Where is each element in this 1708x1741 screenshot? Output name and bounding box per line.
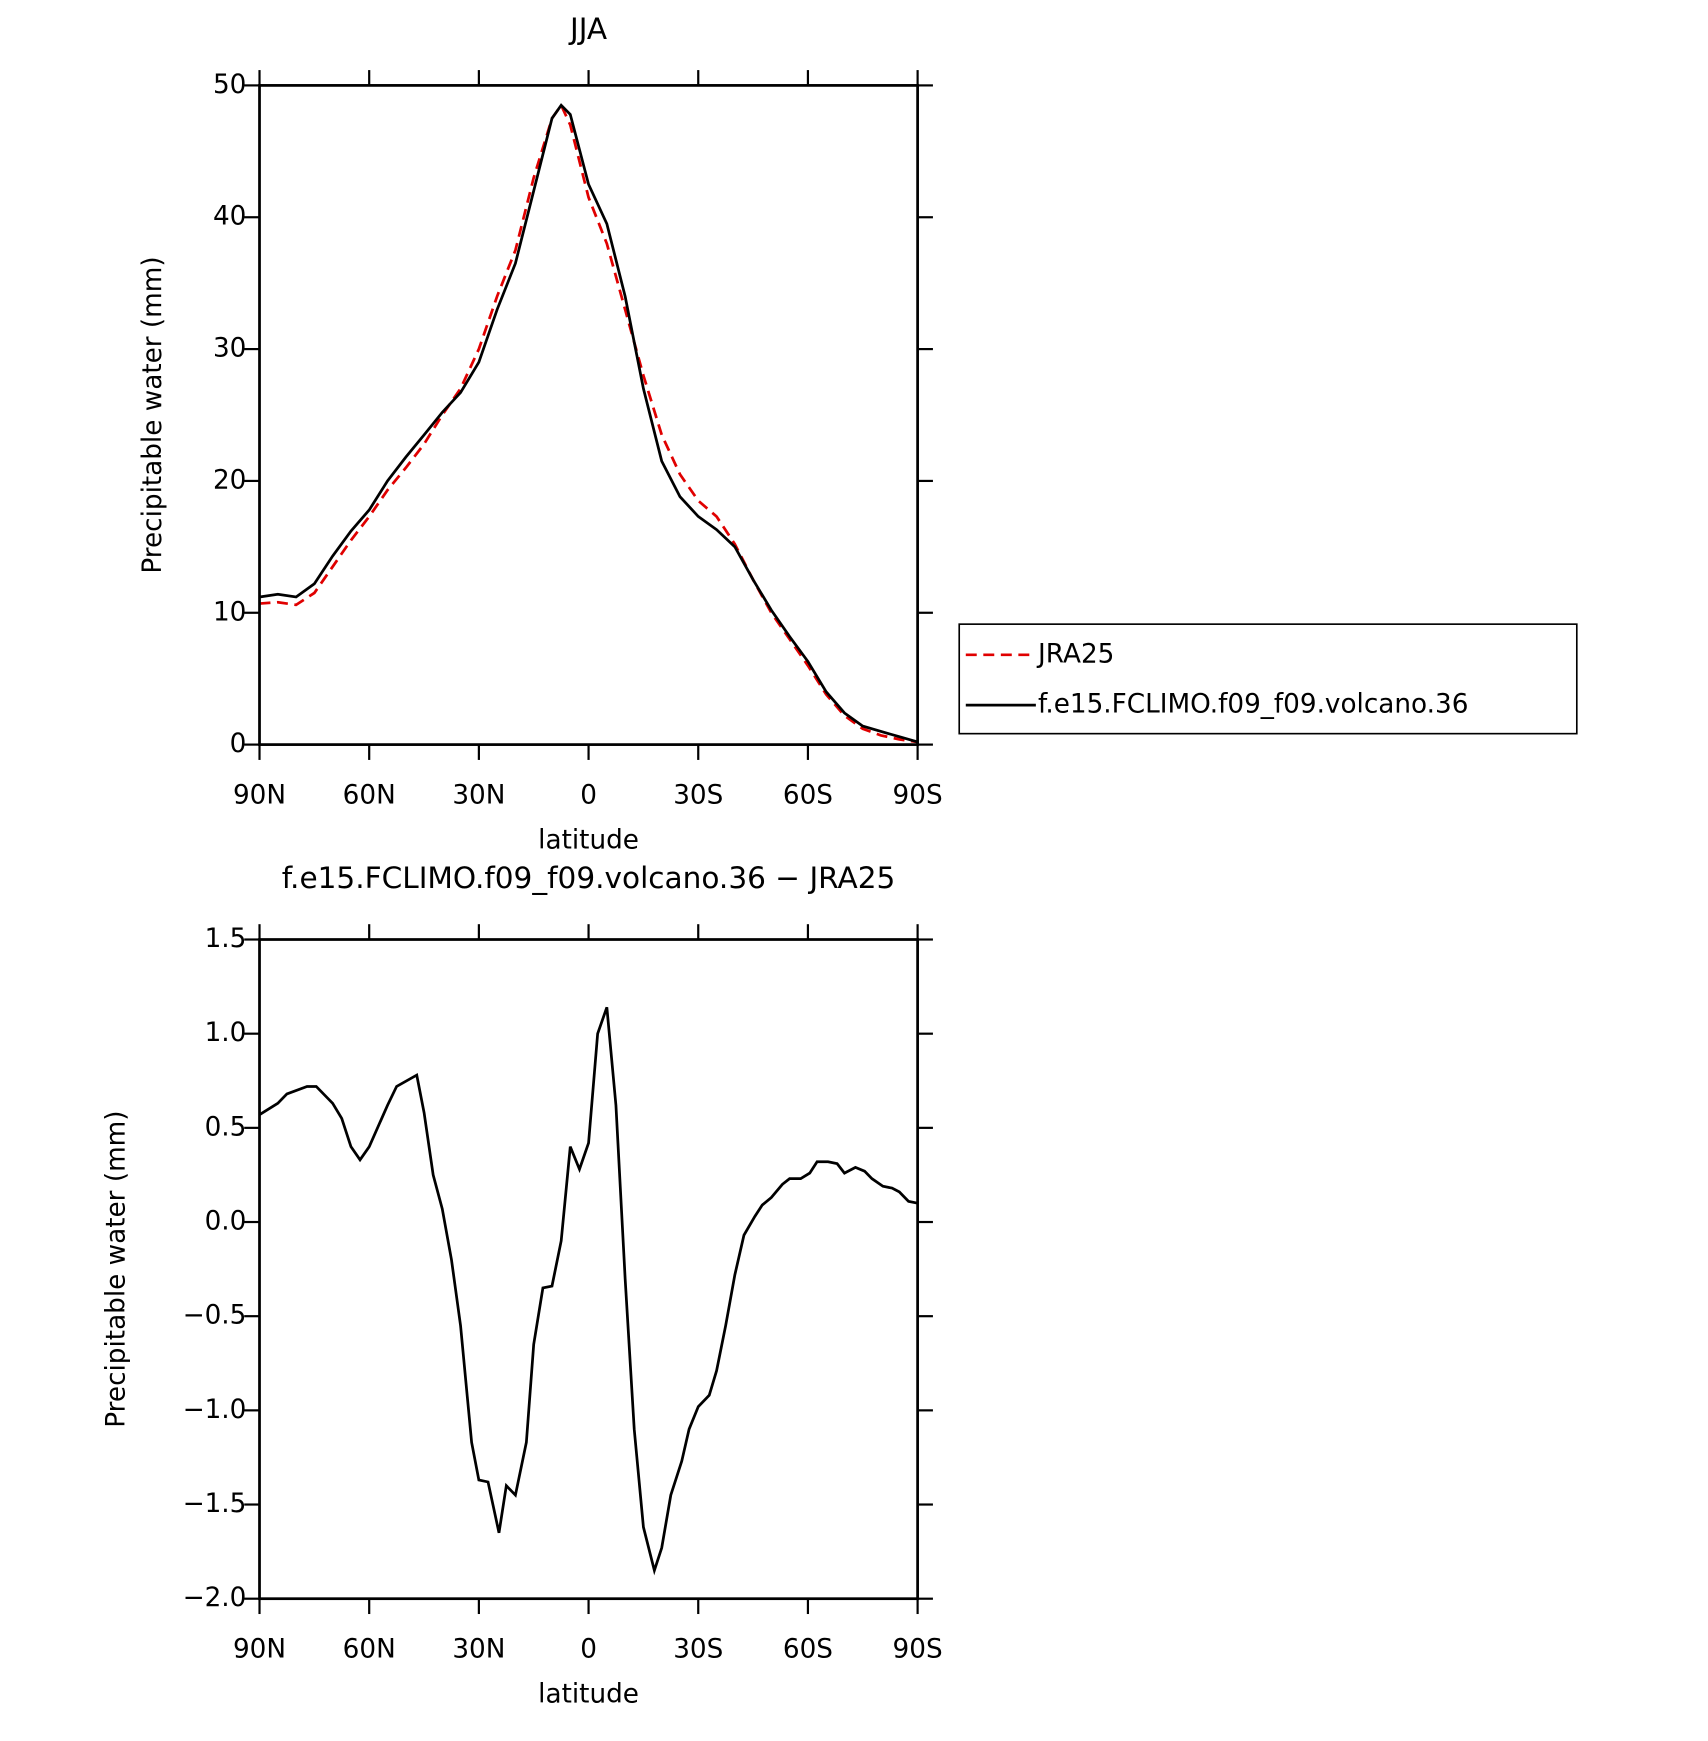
x-tick-label: 90N	[233, 781, 286, 811]
y-tick-label: 1.0	[205, 1018, 247, 1048]
y-tick-label: −2.0	[183, 1583, 247, 1613]
x-tick-label: 60N	[343, 1635, 396, 1665]
y-tick-label: 0.0	[205, 1207, 247, 1237]
chart-title: f.e15.FCLIMO.f09_f09.volcano.36 − JRA25	[282, 861, 896, 895]
legend-label: JRA25	[1036, 639, 1114, 669]
data-line	[259, 103, 918, 744]
y-tick-label: −1.0	[183, 1395, 247, 1425]
x-tick-label: 30N	[452, 1635, 505, 1665]
x-tick-label: 90N	[233, 1635, 286, 1665]
x-tick-label: 30S	[673, 1635, 723, 1665]
y-tick-label: 20	[213, 465, 246, 495]
chart-title: JJA	[568, 12, 607, 46]
y-tick-label: 50	[213, 70, 246, 100]
y-tick-label: 0.5	[205, 1112, 247, 1142]
x-axis-label: latitude	[538, 1680, 639, 1710]
x-tick-label: 30S	[673, 781, 723, 811]
y-tick-label: 30	[213, 334, 246, 364]
x-tick-label: 60N	[343, 781, 396, 811]
x-tick-label: 60S	[783, 1635, 833, 1665]
figure-group: JJA latitude Precipitable water (mm) 0 10 20 3…	[102, 12, 1578, 1710]
data-line	[259, 102, 918, 744]
x-tick-label: 0	[580, 781, 597, 811]
legend-box	[958, 623, 1578, 735]
plot-frame	[258, 938, 919, 1601]
data-line	[258, 1006, 918, 1576]
y-tick-label: 0	[230, 729, 247, 759]
plot-frame	[258, 84, 919, 746]
x-tick-label: 90S	[893, 781, 943, 811]
y-tick-label: 10	[213, 597, 246, 627]
y-axis-label: Precipitable water (mm)	[102, 1111, 132, 1428]
x-tick-label: 0	[580, 1635, 597, 1665]
x-tick-label: 30N	[452, 781, 505, 811]
y-tick-label: 40	[213, 202, 246, 232]
legend-label: f.e15.FCLIMO.f09_f09.volcano.36	[1038, 690, 1468, 720]
y-axis-label: Precipitable water (mm)	[138, 256, 168, 573]
x-tick-label: 60S	[783, 781, 833, 811]
x-axis-label: latitude	[538, 825, 639, 855]
x-tick-label: 90S	[893, 1635, 943, 1665]
y-tick-label: 1.5	[205, 924, 247, 954]
y-tick-label: −1.5	[183, 1489, 247, 1519]
y-tick-label: −0.5	[183, 1301, 247, 1331]
